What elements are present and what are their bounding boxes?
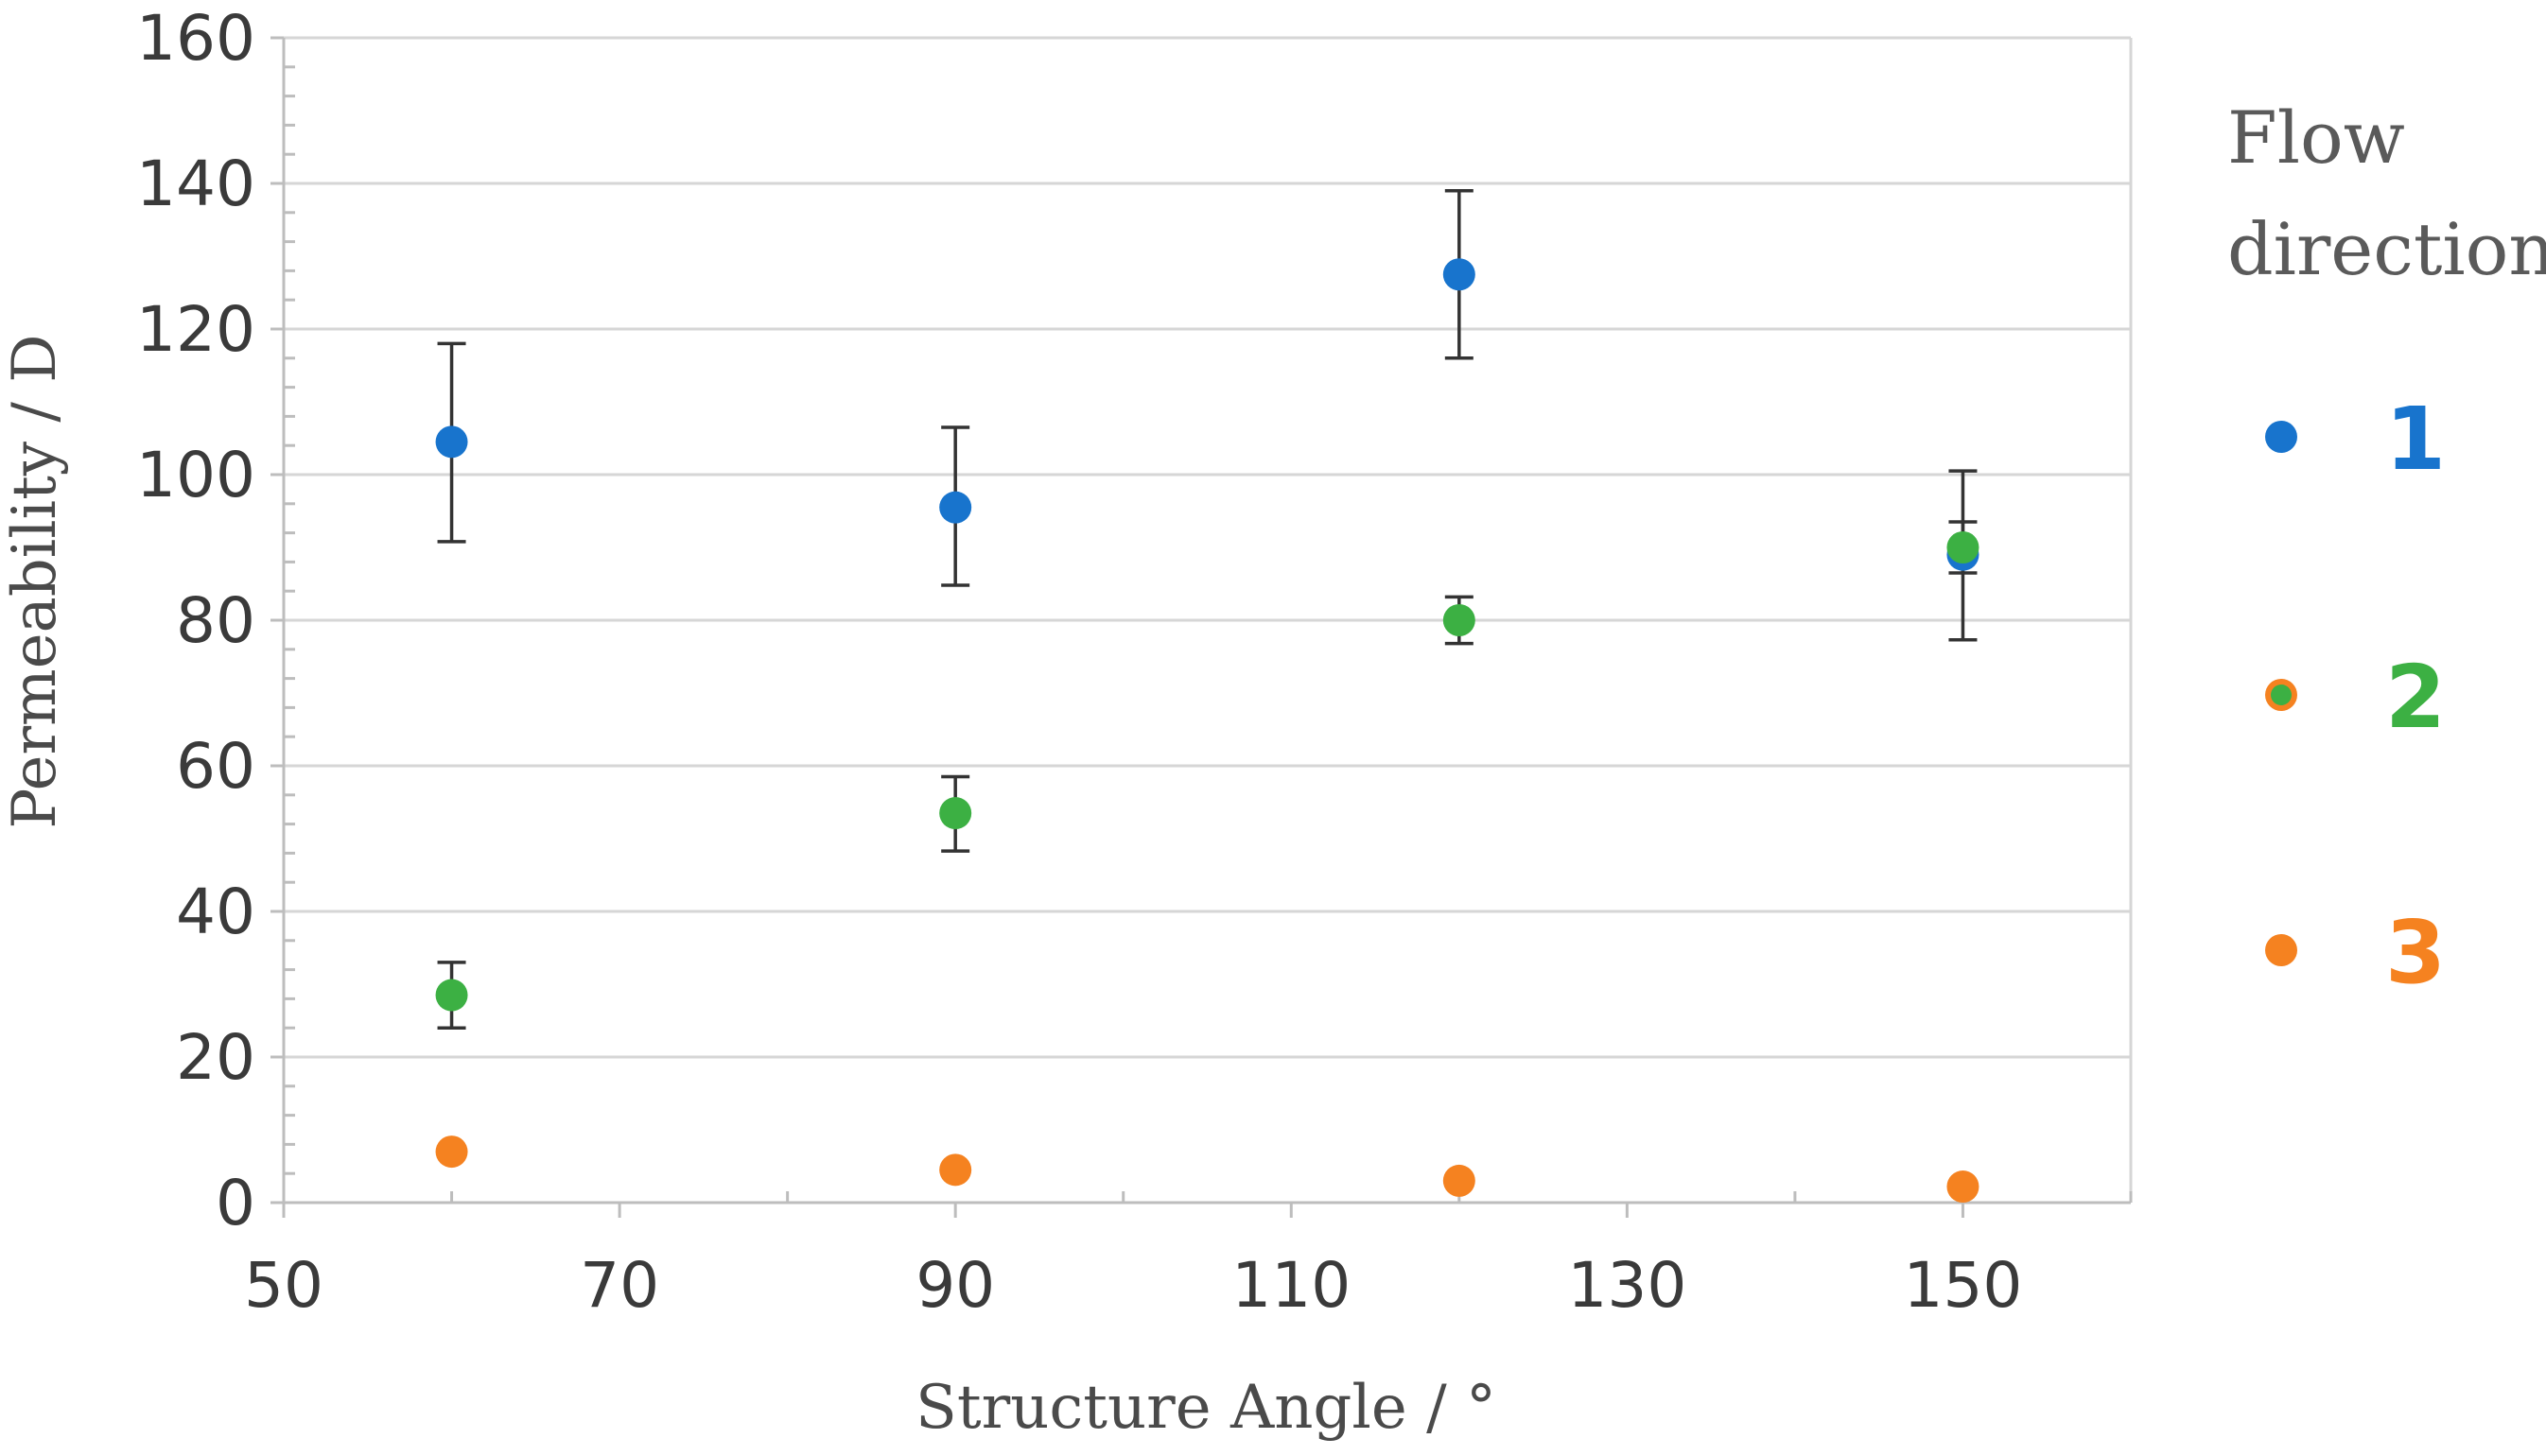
x-tick-label-50: 50 [244,1249,323,1322]
legend-marker [2265,421,2297,453]
axes [270,36,2133,1218]
tick-labels: 0 20 40 60 80 100 120 140 160 50 70 90 110 130 150 [136,2,2022,1322]
y-axis-title: Permeability / D [0,334,70,828]
data-point-series-1-90 [939,491,972,524]
legend-item-1: 1 [2265,389,2446,490]
legend-marker [2271,685,2292,705]
data-point-series-2-120 [1442,604,1475,636]
legend-item-2: 2 [2265,647,2446,748]
data-point-series-3-60 [435,1135,468,1169]
legend: Flow direction 1 2 3 [2227,95,2546,1003]
data-point-series-2-150 [1946,531,1979,563]
data-point-series-3-120 [1442,1164,1475,1197]
legend-title-line-2: direction [2227,207,2546,291]
x-tick-label-70: 70 [580,1249,659,1322]
legend-marker [2265,934,2297,966]
x-tick-label-150: 150 [1903,1249,2022,1322]
x-tick-label-110: 110 [1231,1249,1351,1322]
x-axis-title: Structure Angle / ° [916,1373,1496,1443]
grid-lines [284,36,2133,1203]
y-tick-label-140: 140 [136,147,255,220]
data-points [435,258,1979,1204]
y-tick-label-0: 0 [216,1167,255,1239]
y-tick-label-60: 60 [176,730,255,803]
data-point-series-1-60 [435,425,468,459]
y-tick-label-100: 100 [136,439,255,511]
error-bars [437,188,1978,1030]
legend-label-1: 1 [2385,389,2446,490]
data-point-series-3-90 [939,1153,972,1187]
x-tick-label-90: 90 [916,1249,995,1322]
legend-title-line-1: Flow [2227,95,2405,180]
x-tick-label-130: 130 [1567,1249,1686,1322]
legend-items: 1 2 3 [2265,389,2446,1003]
data-point-series-2-60 [435,979,468,1012]
legend-item-3: 3 [2265,902,2446,1003]
legend-label-3: 3 [2385,902,2446,1003]
y-tick-label-160: 160 [136,2,255,75]
data-point-series-2-90 [939,797,972,830]
y-tick-label-120: 120 [136,293,255,366]
y-tick-label-40: 40 [176,875,255,948]
legend-label-2: 2 [2385,647,2446,748]
data-point-series-1-120 [1442,258,1475,291]
y-tick-label-20: 20 [176,1021,255,1094]
y-tick-label-80: 80 [176,584,255,657]
data-point-series-3-150 [1946,1170,1979,1204]
